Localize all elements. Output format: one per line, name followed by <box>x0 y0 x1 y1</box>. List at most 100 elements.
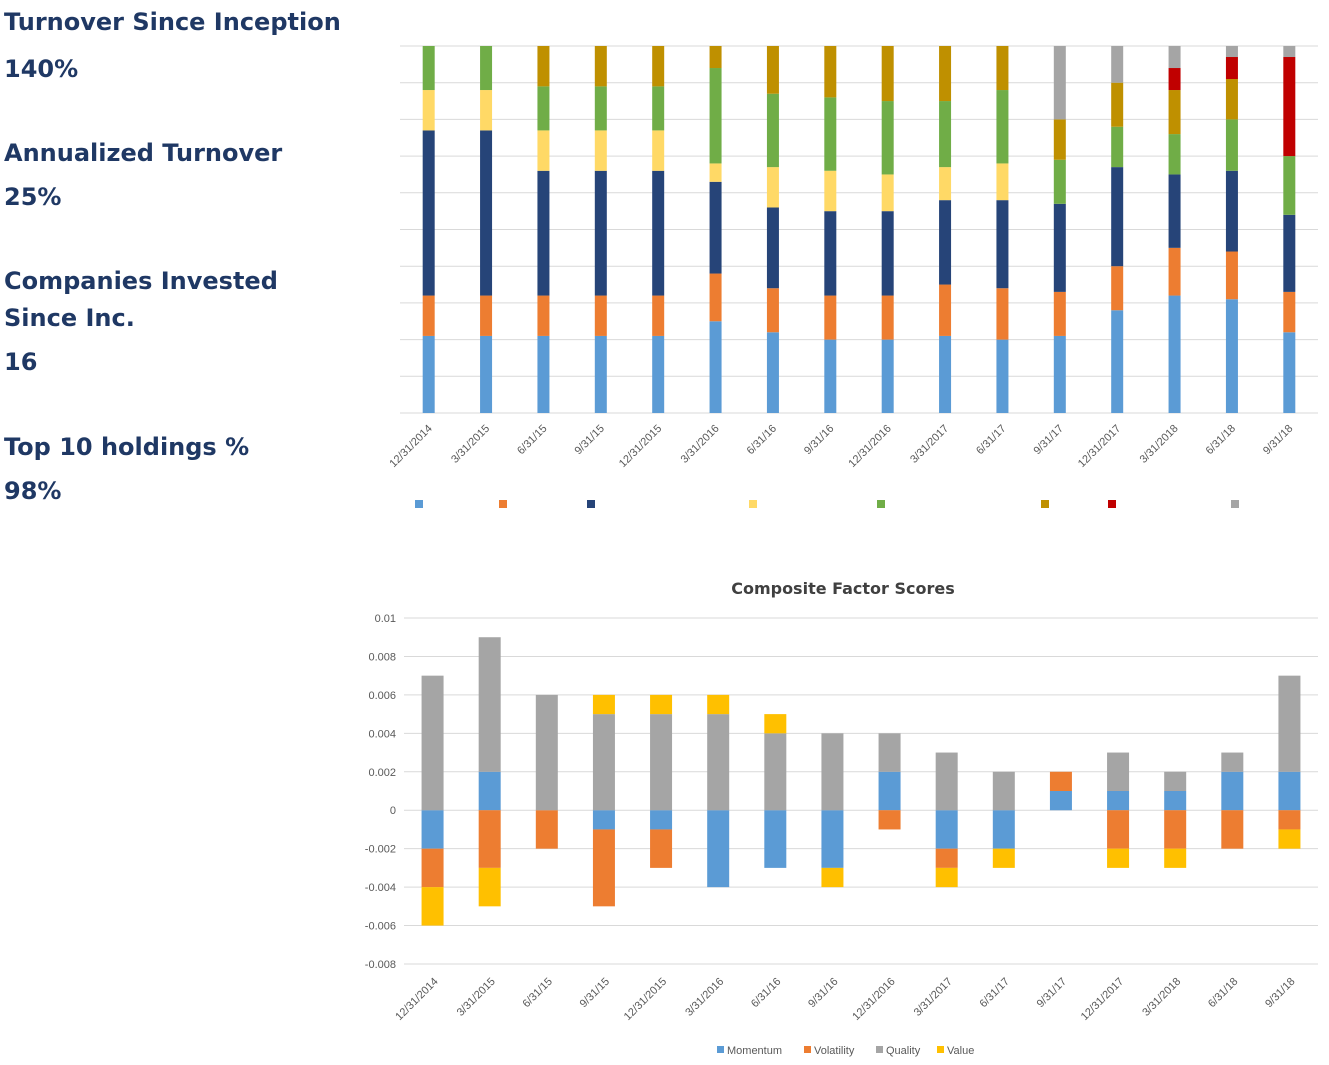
bar-segment <box>996 339 1009 413</box>
bar-segment <box>878 771 901 811</box>
bar-segment <box>1053 335 1066 413</box>
bar-segment <box>650 694 673 715</box>
bar-segment <box>652 335 665 413</box>
bar-segment <box>1283 57 1296 157</box>
bar-segment <box>535 810 558 849</box>
chart-title: Composite Factor Scores <box>731 579 955 598</box>
bar-segment <box>939 101 952 168</box>
y-tick-label: -0.004 <box>365 882 396 894</box>
bar-segment <box>1107 848 1130 868</box>
bar-segment <box>1111 167 1124 267</box>
bar-segment <box>421 848 444 888</box>
stat-label-companies: Companies Invested <box>4 267 278 295</box>
bar-segment <box>1164 848 1187 868</box>
bar-segment <box>1049 791 1072 811</box>
bar-segment <box>1168 46 1181 69</box>
bar-segment <box>422 46 435 91</box>
bar-segment <box>709 46 722 69</box>
bar-segment <box>478 771 501 811</box>
bar-segment <box>939 46 952 102</box>
legend-label: Volatility <box>814 1045 855 1057</box>
bar-segment <box>766 93 779 168</box>
bar-segment <box>1164 771 1187 791</box>
bar-segment <box>821 733 844 811</box>
x-tick-label: 3/31/2015 <box>455 976 498 1019</box>
bar-segment <box>1278 771 1301 811</box>
bar-segment <box>935 867 958 888</box>
y-tick-label: 0.004 <box>368 728 396 740</box>
bar-segment <box>650 829 673 868</box>
bar-segment <box>592 694 615 715</box>
bar-segment <box>1107 810 1130 849</box>
bar-segment <box>421 675 444 811</box>
bar-segment <box>1164 810 1187 849</box>
bar-segment <box>1107 752 1130 791</box>
bar-segment <box>1278 675 1301 772</box>
bar-segment <box>422 335 435 413</box>
legend-swatch <box>499 500 507 508</box>
x-tick-label: 3/31/2018 <box>1140 976 1183 1019</box>
bar-segment <box>1225 57 1238 80</box>
y-tick-label: 0.01 <box>375 613 396 625</box>
bar-segment <box>1111 310 1124 413</box>
bar-segment <box>1221 771 1244 811</box>
bar-segment <box>935 848 958 868</box>
bar-segment <box>1221 810 1244 849</box>
stat-value-annualized: 25% <box>4 183 62 211</box>
bar-segment <box>1225 251 1238 300</box>
bar-segment <box>992 771 1015 811</box>
y-tick-label: 0.006 <box>368 690 396 702</box>
bar-segment <box>764 714 787 734</box>
bar-segment <box>709 181 722 274</box>
bar-segment <box>881 46 894 102</box>
bar-segment <box>1053 46 1066 120</box>
bar-segment <box>421 887 444 926</box>
holdings-allocation-chart: 12/31/2014 3/31/2015 6/31/15 9/31/15 12/31/2… <box>387 45 1318 508</box>
y-tick-label: -0.008 <box>365 959 396 971</box>
bar-segment <box>881 101 894 175</box>
bar-segment <box>1107 791 1130 811</box>
bar-segment <box>1168 134 1181 175</box>
x-tick-label: 9/31/15 <box>578 976 612 1010</box>
legend-swatch <box>1231 500 1239 508</box>
bar-segment <box>1168 90 1181 135</box>
bar-segment <box>1225 119 1238 171</box>
stat-value-turnover: 140% <box>4 55 79 83</box>
bar-segment <box>1111 46 1124 83</box>
bar-segment <box>996 200 1009 289</box>
bar-segment <box>1111 82 1124 127</box>
bar-segment <box>594 170 607 296</box>
y-tick-label: -0.002 <box>365 844 396 856</box>
x-tick-label: 6/31/17 <box>977 976 1011 1010</box>
bar-segment <box>878 733 901 772</box>
x-tick-label: 12/31/2017 <box>1079 976 1126 1023</box>
bar-segment <box>766 332 779 413</box>
bar-segment <box>1053 159 1066 204</box>
bar-segment <box>764 810 787 868</box>
stat-label-companies-line2: Since Inc. <box>4 304 135 332</box>
bar-segment <box>992 810 1015 849</box>
x-tick-label: 12/31/2014 <box>393 976 440 1023</box>
bar-segment <box>821 867 844 888</box>
bar-segment <box>1164 791 1187 811</box>
bar-segment <box>1225 46 1238 58</box>
bar-segment <box>1053 203 1066 292</box>
bar-segment <box>480 90 493 131</box>
bar-segment <box>766 207 779 289</box>
y-tick-label: 0 <box>390 805 396 817</box>
bar-segment <box>480 130 493 296</box>
bar-segment <box>996 288 1009 340</box>
x-tick-label: 6/31/18 <box>1206 976 1240 1010</box>
legend-swatch <box>804 1046 811 1053</box>
bar-segment <box>881 295 894 340</box>
bar-segment <box>1053 291 1066 336</box>
bar-segment <box>709 68 722 164</box>
bar-segment <box>939 284 952 336</box>
legend-label: Momentum <box>727 1045 782 1057</box>
bar-segment <box>478 867 501 907</box>
bar-segment <box>881 211 894 296</box>
legend-swatch <box>876 1046 883 1053</box>
y-tick-label: -0.006 <box>365 921 396 933</box>
bar-segment <box>537 130 550 171</box>
